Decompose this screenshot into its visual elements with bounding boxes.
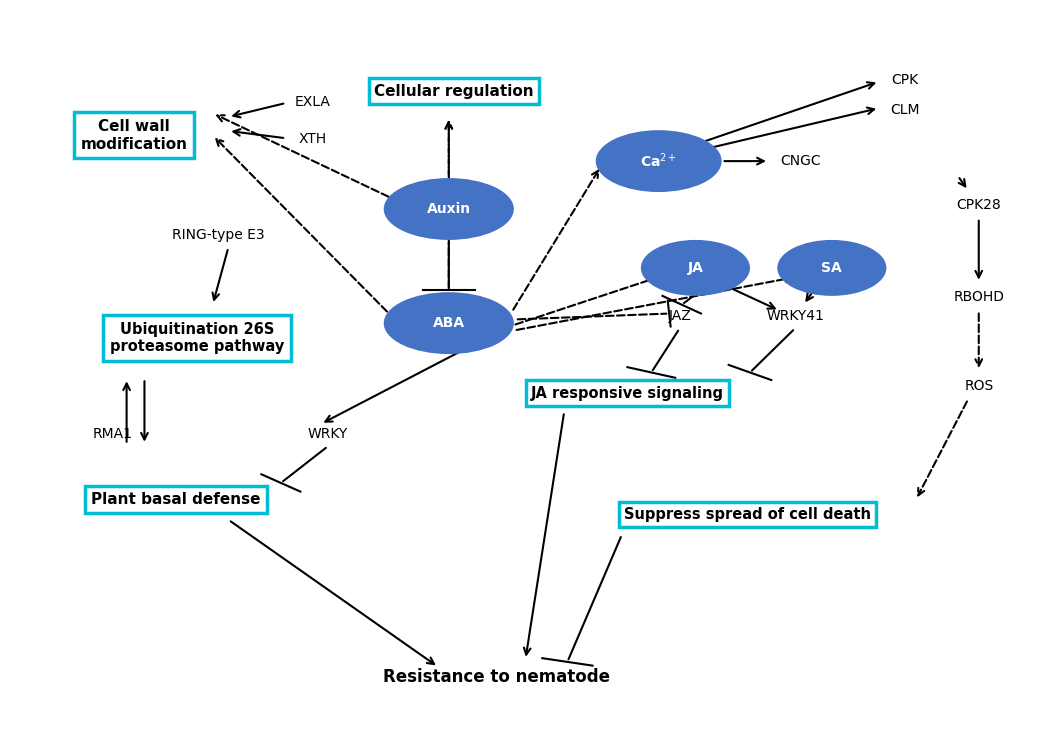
Text: WRKY41: WRKY41 <box>766 309 824 323</box>
Text: Resistance to nematode: Resistance to nematode <box>383 668 610 686</box>
Text: JA: JA <box>688 261 704 275</box>
Text: EXLA: EXLA <box>294 95 330 109</box>
Text: CPK28: CPK28 <box>957 198 1001 212</box>
Ellipse shape <box>640 240 750 296</box>
Text: Suppress spread of cell death: Suppress spread of cell death <box>625 507 871 522</box>
Text: ROS: ROS <box>964 378 994 393</box>
Ellipse shape <box>778 240 886 296</box>
Ellipse shape <box>384 292 514 354</box>
Text: RBOHD: RBOHD <box>954 290 1004 304</box>
Text: JA responsive signaling: JA responsive signaling <box>531 386 724 401</box>
Text: Ubiquitination 26S
proteasome pathway: Ubiquitination 26S proteasome pathway <box>110 322 284 354</box>
Text: Plant basal defense: Plant basal defense <box>91 493 261 508</box>
Text: Cell wall
modification: Cell wall modification <box>80 119 188 151</box>
Text: XTH: XTH <box>299 132 326 146</box>
Text: SA: SA <box>822 261 842 275</box>
Text: CLM: CLM <box>890 102 920 116</box>
Text: CNGC: CNGC <box>780 154 821 168</box>
Text: Ca$^{2+}$: Ca$^{2+}$ <box>640 152 677 171</box>
Text: JAZ: JAZ <box>668 309 691 323</box>
Text: WRKY: WRKY <box>308 427 348 441</box>
Ellipse shape <box>596 130 722 192</box>
Text: CPK: CPK <box>891 73 919 87</box>
Text: ABA: ABA <box>433 316 465 330</box>
Text: Auxin: Auxin <box>426 202 471 216</box>
Ellipse shape <box>384 178 514 240</box>
Text: RMA1: RMA1 <box>93 427 133 441</box>
Text: RING-type E3: RING-type E3 <box>172 228 264 242</box>
Text: Cellular regulation: Cellular regulation <box>375 84 534 99</box>
